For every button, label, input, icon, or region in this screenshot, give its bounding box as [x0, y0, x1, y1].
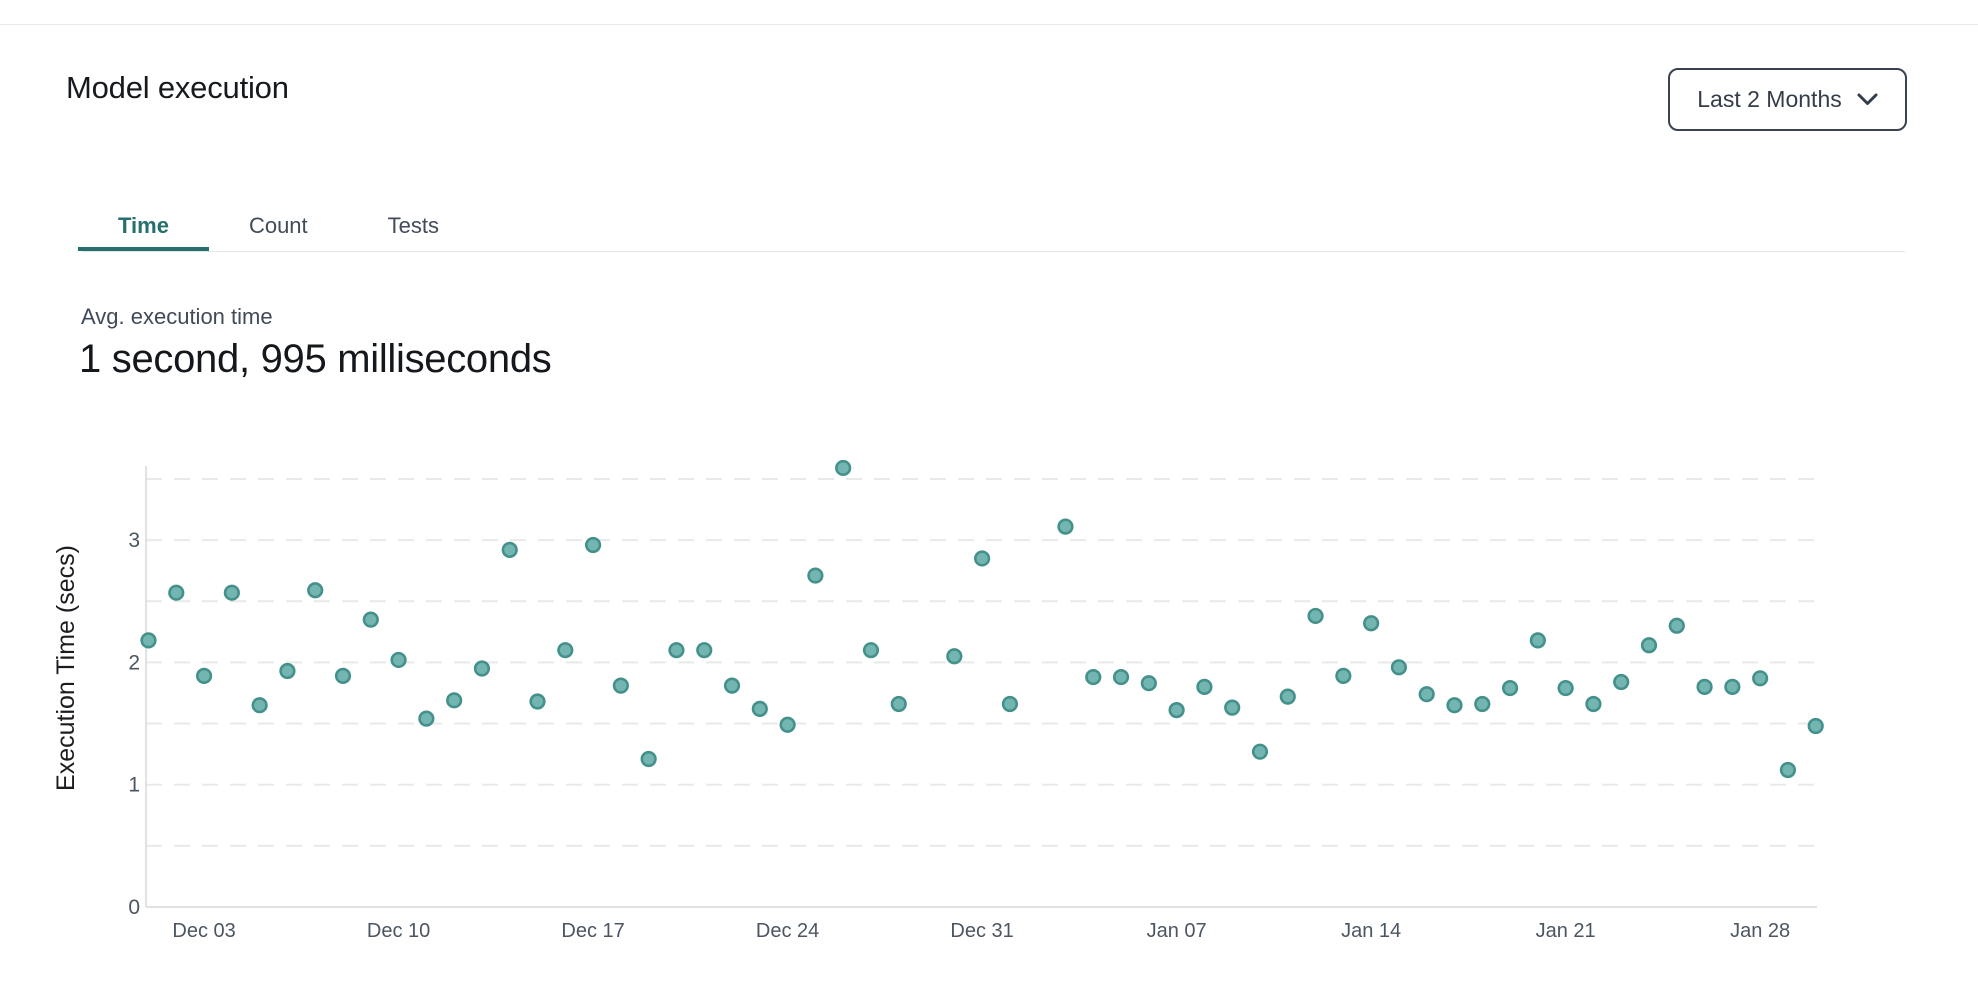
summary-value: 1 second, 995 milliseconds [79, 337, 552, 381]
scatter-point [279, 662, 296, 680]
x-tick-label: Dec 03 [172, 920, 235, 942]
x-tick-label: Jan 21 [1536, 920, 1596, 942]
tab-time[interactable]: Time [78, 201, 209, 251]
scatter-point [1140, 675, 1157, 692]
scatter-point [584, 536, 602, 554]
x-tick-label: Jan 07 [1147, 920, 1207, 942]
y-tick-label: 0 [128, 896, 140, 919]
scatter-point [890, 695, 907, 713]
scatter-point [1279, 688, 1296, 705]
scatter-point [1696, 678, 1713, 695]
scatter-point [1307, 607, 1324, 625]
chart-tabs: Time Count Tests [78, 201, 479, 251]
chevron-down-icon [1857, 93, 1878, 105]
scatter-point [751, 700, 768, 717]
scatter-point [1168, 701, 1185, 719]
x-tick-label: Dec 17 [561, 920, 624, 942]
scatter-point [1474, 695, 1491, 713]
tab-tests[interactable]: Tests [348, 201, 479, 251]
y-tick-label: 2 [128, 651, 140, 674]
date-range-label: Last 2 Months [1697, 86, 1842, 112]
x-tick-label: Dec 10 [367, 920, 430, 942]
scatter-point [529, 693, 546, 710]
y-tick-label: 3 [128, 529, 140, 552]
scatter-point [362, 611, 379, 628]
scatter-point [140, 632, 157, 649]
scatter-point [1057, 518, 1074, 535]
scatter-point [835, 459, 852, 477]
summary-label: Avg. execution time [81, 304, 273, 329]
x-tick-label: Dec 31 [950, 920, 1013, 942]
tab-count[interactable]: Count [209, 201, 348, 251]
scatter-point [334, 667, 352, 684]
scatter-point [974, 550, 991, 567]
scatter-point [1196, 678, 1213, 695]
scatter-point [1807, 717, 1824, 735]
scatter-point [696, 642, 713, 659]
scatter-point [1335, 667, 1352, 684]
scatter-point [1501, 679, 1519, 697]
scatter-point [557, 642, 574, 659]
x-tick-label: Jan 14 [1341, 920, 1401, 942]
scatter-point [1251, 743, 1269, 760]
scatter-point [1557, 679, 1574, 697]
scatter-point [612, 677, 629, 694]
scatter-point [723, 677, 741, 694]
scatter-point [251, 697, 268, 714]
scatter-point [1390, 659, 1408, 676]
scatter-point [1585, 695, 1602, 713]
page-title: Model execution [66, 70, 289, 105]
scatter-point [1418, 686, 1435, 703]
scatter-point [1752, 670, 1769, 687]
scatter-point [446, 692, 463, 709]
date-range-selector[interactable]: Last 2 Months [1668, 68, 1907, 131]
scatter-point [1724, 678, 1741, 695]
x-tick-label: Jan 28 [1730, 920, 1790, 942]
scatter-point [779, 716, 796, 733]
scatter-point [1529, 632, 1546, 649]
scatter-point [640, 750, 657, 768]
scatter-point [1640, 637, 1658, 654]
scatter-point [1446, 697, 1463, 714]
scatter-point [307, 582, 324, 599]
scatter-point [1613, 673, 1630, 691]
scatter-point [1001, 695, 1018, 713]
scatter-point [946, 648, 963, 665]
scatter-point [1085, 668, 1102, 686]
scatter-point [168, 584, 185, 601]
scatter-point [1779, 761, 1797, 779]
scatter-point [1363, 615, 1380, 632]
y-tick-label: 1 [128, 774, 140, 797]
top-divider [0, 24, 1978, 25]
scatter-point [473, 660, 491, 677]
tabs-divider [82, 251, 1905, 252]
scatter-point [862, 642, 880, 659]
scatter-point [390, 651, 407, 669]
scatter-point [418, 710, 435, 727]
scatter-point [501, 541, 518, 558]
scatter-point [807, 567, 824, 584]
y-axis-title: Execution Time (secs) [52, 545, 80, 791]
scatter-point [668, 642, 685, 659]
scatter-point [1224, 699, 1241, 716]
scatter-point [195, 667, 213, 684]
scatter-point [1668, 617, 1685, 634]
scatter-point [1112, 668, 1130, 686]
scatter-point [223, 584, 240, 601]
x-tick-label: Dec 24 [756, 920, 819, 942]
